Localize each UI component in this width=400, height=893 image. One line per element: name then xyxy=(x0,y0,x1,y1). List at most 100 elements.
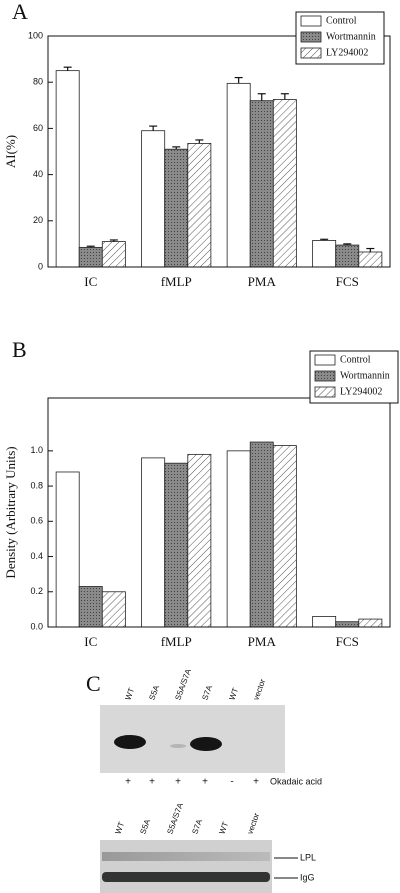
error-bar xyxy=(234,76,243,84)
x-tick-label: IC xyxy=(84,274,97,289)
treatment-label: Okadaic acid xyxy=(270,776,322,786)
legend-label: LY294002 xyxy=(326,47,368,58)
bar xyxy=(272,99,297,268)
band xyxy=(102,872,270,882)
lane-label: S5A/S7A xyxy=(173,667,193,701)
band xyxy=(114,735,146,749)
bar xyxy=(55,471,80,628)
panel-label: B xyxy=(12,337,27,362)
legend-label: LY294002 xyxy=(340,386,382,397)
error-bar xyxy=(172,146,181,150)
bar xyxy=(335,244,360,268)
lane-label: S5A xyxy=(138,817,152,835)
bar xyxy=(141,130,166,268)
lane-label: WT xyxy=(113,821,126,836)
legend-label: Control xyxy=(340,354,371,365)
bar xyxy=(164,462,189,628)
bar xyxy=(249,441,274,628)
error-bar xyxy=(109,239,118,242)
bar xyxy=(141,457,166,628)
bar xyxy=(78,246,103,268)
bar xyxy=(226,450,251,628)
y-tick-label: 0.6 xyxy=(30,516,43,526)
y-tick-label: 0.8 xyxy=(30,480,43,490)
error-bar xyxy=(366,247,375,252)
lane-label: S5A/S7A xyxy=(165,801,185,835)
bar xyxy=(312,616,337,628)
legend-swatch xyxy=(300,15,322,27)
error-bar xyxy=(149,125,158,131)
legend-label: Control xyxy=(326,15,357,26)
y-tick-label: 100 xyxy=(28,30,43,40)
y-tick-label: 0.2 xyxy=(30,586,43,596)
lane-label: S7A xyxy=(190,817,204,835)
treatment-sign: - xyxy=(230,777,233,788)
bar xyxy=(226,82,251,268)
y-tick-label: 0 xyxy=(38,261,43,271)
bar xyxy=(55,70,80,268)
bar xyxy=(101,241,126,268)
y-axis-label: Density (Arbitrary Units) xyxy=(3,446,18,578)
legend-swatch xyxy=(314,370,336,382)
band xyxy=(190,737,222,751)
legend-swatch xyxy=(314,354,336,366)
band xyxy=(102,852,270,861)
y-tick-label: 40 xyxy=(33,169,43,179)
bar xyxy=(164,148,189,268)
panel-label: A xyxy=(12,0,28,24)
y-tick-label: 0.4 xyxy=(30,551,43,561)
bar xyxy=(358,618,383,628)
legend-label: Wortmannin xyxy=(326,31,376,42)
bar xyxy=(78,586,103,628)
x-tick-label: FCS xyxy=(336,634,359,649)
treatment-sign: + xyxy=(149,777,155,788)
error-bar xyxy=(86,245,95,248)
x-tick-label: FCS xyxy=(336,274,359,289)
band-label: LPL xyxy=(300,852,316,862)
panel-label: C xyxy=(86,671,101,696)
error-bar xyxy=(280,93,289,100)
bar xyxy=(335,621,360,628)
lane-label: WT xyxy=(123,687,136,702)
band xyxy=(170,744,186,748)
blot-bottom xyxy=(100,840,272,893)
y-tick-label: 80 xyxy=(33,77,43,87)
legend-label: Wortmannin xyxy=(340,370,390,381)
bar xyxy=(249,100,274,268)
error-bar xyxy=(63,66,72,71)
treatment-sign: + xyxy=(253,777,259,788)
x-tick-label: fMLP xyxy=(161,634,192,649)
lane-label: WT xyxy=(217,821,230,836)
plot-frame xyxy=(47,397,391,628)
bar xyxy=(358,251,383,268)
legend-swatch xyxy=(300,47,322,59)
plot-frame xyxy=(47,35,391,268)
y-tick-label: 0.0 xyxy=(30,621,43,631)
x-tick-label: PMA xyxy=(248,274,277,289)
bar xyxy=(187,453,212,628)
x-tick-label: PMA xyxy=(248,634,277,649)
treatment-sign: + xyxy=(125,777,131,788)
lane-label: WT xyxy=(227,687,240,702)
y-tick-label: 1.0 xyxy=(30,445,43,455)
y-tick-label: 60 xyxy=(33,123,43,133)
error-bar xyxy=(257,93,266,101)
treatment-sign: + xyxy=(175,777,181,788)
treatment-sign: + xyxy=(202,777,208,788)
lane-label: vector xyxy=(245,812,261,836)
error-bar xyxy=(195,139,204,144)
legend-swatch xyxy=(314,386,336,398)
bar xyxy=(187,143,212,268)
bar xyxy=(272,445,297,628)
lane-label: vector xyxy=(251,678,267,702)
x-tick-label: fMLP xyxy=(161,274,192,289)
y-axis-label: AI(%) xyxy=(3,135,18,168)
x-tick-label: IC xyxy=(84,634,97,649)
y-tick-label: 20 xyxy=(33,215,43,225)
bar xyxy=(101,591,126,628)
error-bar xyxy=(343,243,352,246)
lane-label: S5A xyxy=(147,683,161,701)
band-label: IgG xyxy=(300,872,315,882)
lane-label: S7A xyxy=(200,683,214,701)
